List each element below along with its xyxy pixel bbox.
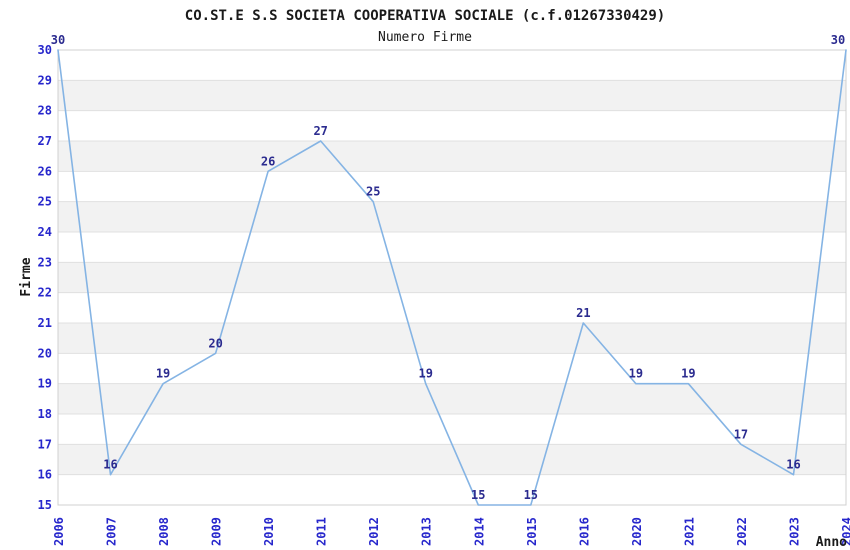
data-point-labels: 30 16 19 20 26 27 25 19 15 15 21 19 19 17 16 30 [51,33,845,502]
data-point-label: 19 [629,367,643,381]
background-bands [58,80,846,475]
x-tick-label: 2014 [472,517,486,546]
y-tick-label: 25 [38,195,52,209]
y-tick-label: 26 [38,164,52,178]
x-axis-tick-labels: 2006 2007 2008 2009 2010 2011 2012 2013 2014 2015… [52,517,850,546]
x-axis-title: Anno [816,535,847,550]
band-row [58,80,846,111]
y-tick-label: 19 [38,377,52,391]
band-row [58,201,846,232]
data-point-label: 25 [366,185,380,199]
x-tick-label: 2008 [157,517,171,546]
data-series [57,49,847,506]
data-point-label: 15 [524,488,538,502]
data-point-label: 30 [51,33,65,47]
data-point-label: 21 [576,306,590,320]
x-tick-label: 2023 [787,517,801,546]
data-point-label: 19 [681,367,695,381]
y-tick-label: 27 [38,134,52,148]
y-tick-label: 18 [38,407,52,421]
data-line [57,49,847,506]
x-tick-label: 2016 [577,517,591,546]
y-tick-label: 23 [38,255,52,269]
y-tick-label: 24 [38,225,52,239]
data-point-label: 19 [156,367,170,381]
plot-border [57,49,847,506]
y-tick-label: 30 [38,43,52,57]
data-point-label: 27 [313,124,327,138]
data-point-label: 17 [734,427,748,441]
y-tick-label: 20 [38,346,52,360]
x-tick-label: 2006 [52,517,66,546]
band-row [58,323,846,354]
chart-header: CO.ST.E S.S SOCIETA COOPERATIVA SOCIALE … [185,8,665,45]
y-tick-label: 22 [38,286,52,300]
data-point-label: 16 [786,458,800,472]
y-tick-label: 17 [38,437,52,451]
data-point-label: 26 [261,154,275,168]
data-point-label: 20 [208,336,222,350]
y-tick-label: 29 [38,73,52,87]
chart-title: CO.ST.E S.S SOCIETA COOPERATIVA SOCIALE … [185,8,665,24]
x-tick-label: 2009 [210,517,224,546]
band-row [58,383,846,414]
y-axis-tick-labels: 15 16 17 18 19 20 21 22 23 24 25 26 27 28 29 30 [38,43,52,512]
band-row [58,262,846,293]
x-tick-label: 2011 [315,517,329,546]
band-row [58,444,846,475]
x-tick-label: 2022 [735,517,749,546]
band-row [58,141,846,172]
x-tick-label: 2021 [682,517,696,546]
x-tick-label: 2020 [630,517,644,546]
x-tick-label: 2024 [840,517,850,546]
y-tick-label: 15 [38,498,52,512]
x-tick-label: 2010 [262,517,276,546]
data-point-label: 19 [419,367,433,381]
y-tick-label: 21 [38,316,52,330]
y-tick-label: 28 [38,104,52,118]
chart-subtitle: Numero Firme [378,30,472,45]
x-tick-label: 2007 [105,517,119,546]
x-tick-label: 2015 [525,517,539,546]
y-axis-title: Firme [19,257,34,296]
x-tick-label: 2013 [420,517,434,546]
gridlines [58,79,846,476]
x-tick-label: 2012 [367,517,381,546]
data-point-label: 16 [103,458,117,472]
data-point-label: 15 [471,488,485,502]
data-point-label: 30 [831,33,845,47]
y-tick-label: 16 [38,468,52,482]
